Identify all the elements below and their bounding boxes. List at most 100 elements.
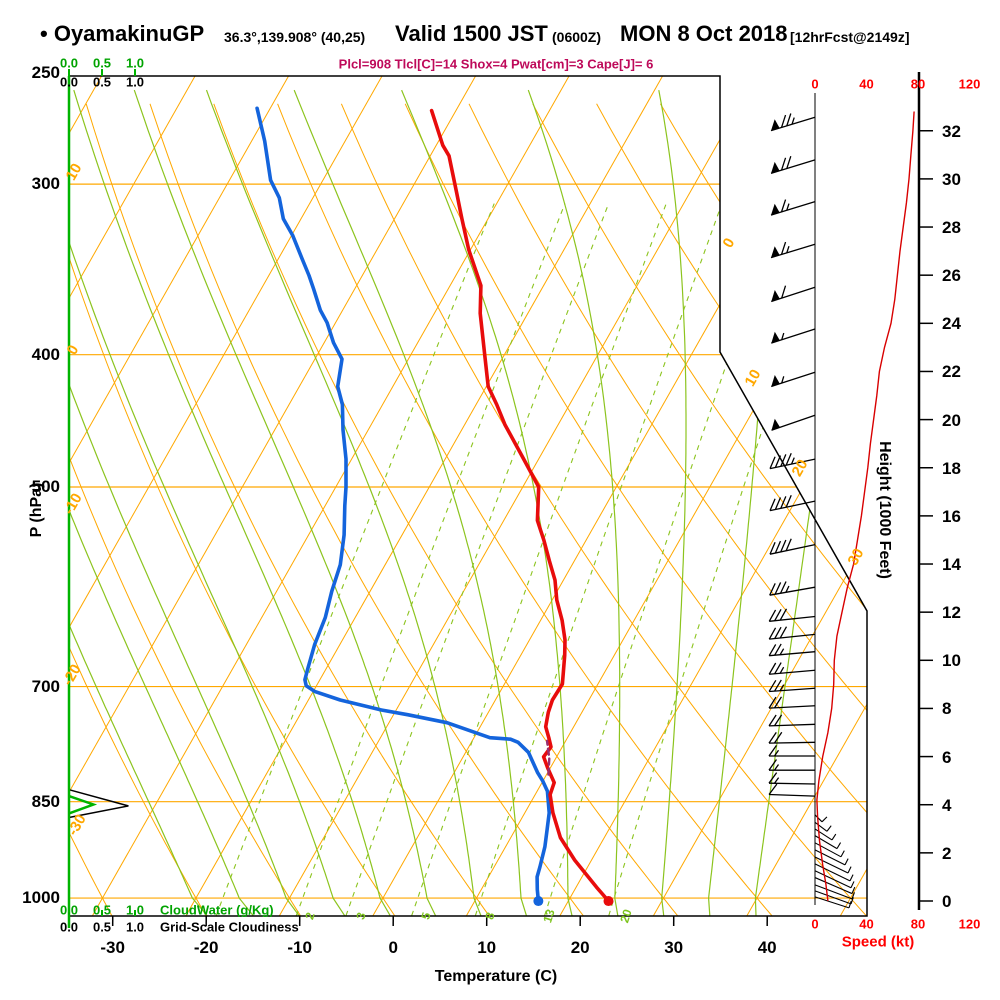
wind-barb-feather <box>785 453 792 466</box>
valid-time: Valid 1500 JST <box>395 21 548 46</box>
wind-barb-staff <box>770 243 816 259</box>
wind-barb-feather <box>768 745 777 757</box>
pressure-tick-label: 500 <box>31 477 60 497</box>
dry-adiabat-line <box>213 103 678 916</box>
pressure-tick-label: 1000 <box>22 888 60 908</box>
wind-barb-feather <box>768 759 777 771</box>
dry-adiabat-line <box>69 103 301 916</box>
dry-adiabat-line <box>85 103 490 916</box>
temperature-tick-label: -30 <box>100 938 125 957</box>
wind-barb-feather <box>768 627 777 640</box>
surface-wind-tick <box>850 897 854 905</box>
plot-border <box>68 75 868 917</box>
temperature-tick-label: 0 <box>388 938 398 957</box>
cloud-scale-label-black-bottom: 1.0 <box>125 919 145 935</box>
wind-barb-feather <box>774 609 782 622</box>
wind-barb-feather <box>768 662 777 675</box>
wind-barb-halffeather <box>773 749 780 757</box>
height-tick-label: 8 <box>942 699 952 719</box>
temperature-tick-label: 30 <box>664 938 684 957</box>
bullet-icon: • <box>40 21 48 46</box>
cloud-scale-label-black-bottom: 0.0 <box>59 919 79 935</box>
mixing-ratio-line <box>295 203 566 916</box>
wind-barb-staff <box>769 633 816 640</box>
moist-adiabat-line <box>73 89 391 916</box>
wind-barb-pennant <box>771 246 780 258</box>
wind-barb-pennant <box>771 375 780 387</box>
cloudiness-profile-spike <box>68 788 129 819</box>
cloud-scale-label-green-top: 0.0 <box>59 55 79 71</box>
pressure-tick-label: 300 <box>31 174 60 194</box>
dry-adiabat-line <box>596 103 867 916</box>
wind-barb-feather <box>785 538 792 552</box>
wind-barb-feather <box>780 199 787 213</box>
pressure-tick-label: 400 <box>31 344 60 364</box>
wind-barb-feather <box>773 731 783 744</box>
pressure-tick-label: 850 <box>31 791 60 811</box>
cloudiness-label: Grid-Scale Cloudiness <box>160 919 299 935</box>
surface-wind-tick <box>851 892 855 900</box>
wind-barb-staff <box>769 500 816 512</box>
isotherm-line <box>185 76 664 916</box>
surface-wind-tick <box>836 842 842 849</box>
wind-barb-feather <box>774 540 782 554</box>
wind-barb-feather <box>781 285 787 299</box>
surface-wind-tick <box>831 833 837 841</box>
height-tick-label: 6 <box>942 747 952 767</box>
wind-barb-feather <box>768 783 778 795</box>
wind-barb-staff <box>769 723 816 727</box>
height-tick-label: 18 <box>942 458 961 478</box>
wind-barb-feather <box>769 498 776 511</box>
moist-adiabat-line <box>133 89 437 916</box>
wind-barb-feather <box>768 731 777 744</box>
wind-barb-halffeather <box>779 684 785 692</box>
dry-adiabat-line <box>787 103 867 916</box>
moist-adiabat-line <box>401 89 573 916</box>
surface-wind-tick <box>851 886 856 894</box>
wind-barb-halffeather <box>781 332 785 340</box>
wind-barbs <box>768 113 856 909</box>
wind-barb-halffeather <box>786 203 790 211</box>
wind-barb-feather <box>785 495 792 508</box>
wind-barb-pennant <box>771 418 780 431</box>
wind-barb-staff <box>771 286 816 303</box>
pressure-tick-250: 250 <box>31 63 60 82</box>
isotherm-line <box>746 76 867 916</box>
temperature-axis-label: Temperature (C) <box>434 968 558 985</box>
height-tick-label: 4 <box>942 795 952 815</box>
temperature-tick-label: -20 <box>193 938 219 957</box>
wind-barb-staff <box>768 782 816 785</box>
title-bullet-station: • OyamakinuGP <box>40 21 204 47</box>
surface-dewpoint-dot <box>533 896 544 907</box>
speed-tick-label-top: 40 <box>859 76 874 92</box>
height-tick-label: 20 <box>942 410 961 430</box>
mixing-ratio-line <box>215 203 495 916</box>
surface-wind-tick <box>844 858 849 866</box>
wind-barb-feather <box>768 696 777 709</box>
wind-barb-feather <box>780 157 787 171</box>
parcel-path-dashed <box>545 739 551 776</box>
height-axis-label: Height (1000 Feet) <box>876 441 893 579</box>
isotherm-line <box>0 76 8 916</box>
wind-barb-feather <box>774 626 782 639</box>
moist-adiabat-line <box>69 89 300 916</box>
wind-barb-feather <box>768 679 777 692</box>
wind-barb-pennant <box>771 331 780 344</box>
surface-wind-staff <box>814 821 828 832</box>
surface-wind-staff <box>814 884 853 900</box>
isotherm-line <box>69 76 383 916</box>
surface-wind-tick <box>849 874 854 882</box>
dewpoint-curve <box>255 106 552 903</box>
cloudwater-label: CloudWater (g/Kg) <box>160 902 274 918</box>
isotherm-line <box>69 76 477 916</box>
temperature-tick-label: -10 <box>287 938 312 957</box>
surface-wind-staff <box>814 856 849 874</box>
pressure-tick-label: 700 <box>31 676 60 696</box>
isotherm-line <box>91 76 570 916</box>
speed-tick-label-top: 80 <box>910 76 926 92</box>
wind-barb-pennant <box>771 203 780 216</box>
isotherm-line <box>559 76 867 916</box>
height-tick-label: 32 <box>942 121 961 141</box>
cloud-scale-label-green-top: 0.5 <box>92 55 112 71</box>
